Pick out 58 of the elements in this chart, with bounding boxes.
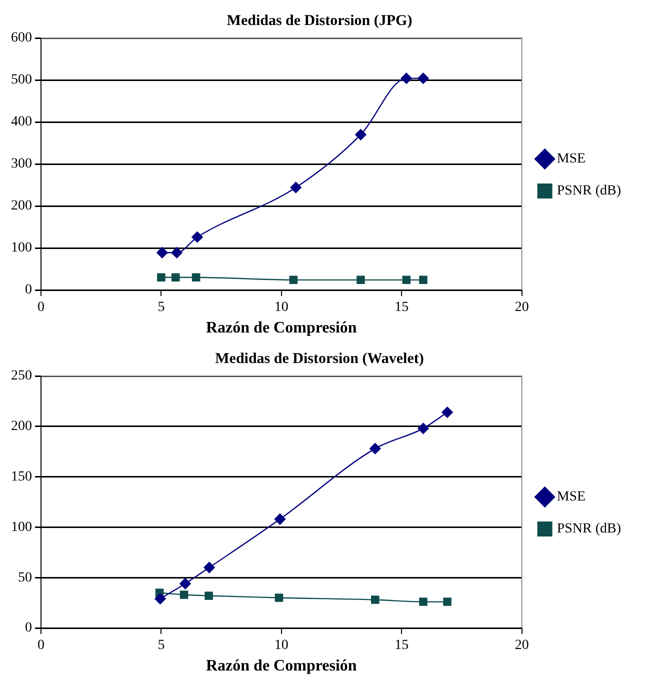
point	[418, 72, 429, 84]
y-tick-label: 600	[11, 30, 32, 46]
y-tick-label: 500	[11, 72, 32, 88]
x-tick-label: 10	[274, 300, 288, 316]
point	[204, 592, 213, 600]
x-axis-title: Razón de Compresión	[206, 658, 357, 675]
x-tick-label: 0	[38, 300, 44, 316]
x-tick-label: 5	[158, 300, 165, 316]
point	[370, 442, 381, 454]
point	[355, 129, 366, 140]
point	[157, 273, 166, 282]
point	[419, 598, 428, 606]
point	[419, 276, 428, 284]
y-tick-label: 300	[11, 156, 32, 172]
point	[192, 273, 200, 282]
point	[443, 598, 452, 606]
y-tick-label: 200	[11, 198, 32, 214]
y-tick-label: 100	[11, 240, 32, 256]
y-tick-label: 400	[11, 114, 32, 130]
legend-label: PSNR (dB)	[556, 522, 622, 537]
point	[180, 590, 188, 599]
point	[154, 593, 166, 604]
x-tick-label: 20	[514, 638, 529, 654]
y-tick-label: 250	[11, 368, 32, 384]
x-tick-label: 15	[394, 638, 409, 654]
x-axis-title: Razón de Compresión	[206, 320, 357, 337]
legend-label: MSE	[556, 490, 586, 505]
point	[289, 276, 298, 284]
x-tick-label: 5	[158, 638, 165, 654]
x-tick-label: 15	[394, 300, 409, 316]
point	[442, 406, 453, 418]
point	[274, 514, 286, 525]
y-tick-label: 50	[18, 570, 32, 586]
point	[400, 72, 412, 84]
x-tick-label: 20	[514, 300, 529, 316]
point	[192, 231, 203, 243]
point	[418, 422, 429, 434]
y-tick-label: 0	[25, 620, 32, 636]
point	[156, 247, 168, 258]
point	[171, 247, 182, 258]
y-tick-label: 200	[11, 419, 32, 434]
legend-label: PSNR (dB)	[556, 184, 622, 199]
point	[171, 273, 180, 282]
point	[204, 562, 215, 574]
chart-title: Medidas de Distorsion (Wavelet)	[215, 350, 424, 367]
point	[290, 182, 302, 194]
legend-label: MSE	[556, 152, 586, 167]
point	[356, 276, 365, 284]
point	[180, 578, 191, 590]
chart-title: Medidas de Distorsion (JPG)	[226, 12, 412, 29]
point	[402, 276, 411, 284]
x-tick-label: 0	[38, 638, 44, 654]
x-tick-label: 10	[274, 638, 288, 654]
y-tick-label: 0	[25, 282, 32, 298]
y-tick-label: 150	[11, 469, 32, 484]
point	[371, 596, 380, 604]
y-tick-label: 100	[11, 520, 32, 535]
point	[274, 594, 284, 602]
